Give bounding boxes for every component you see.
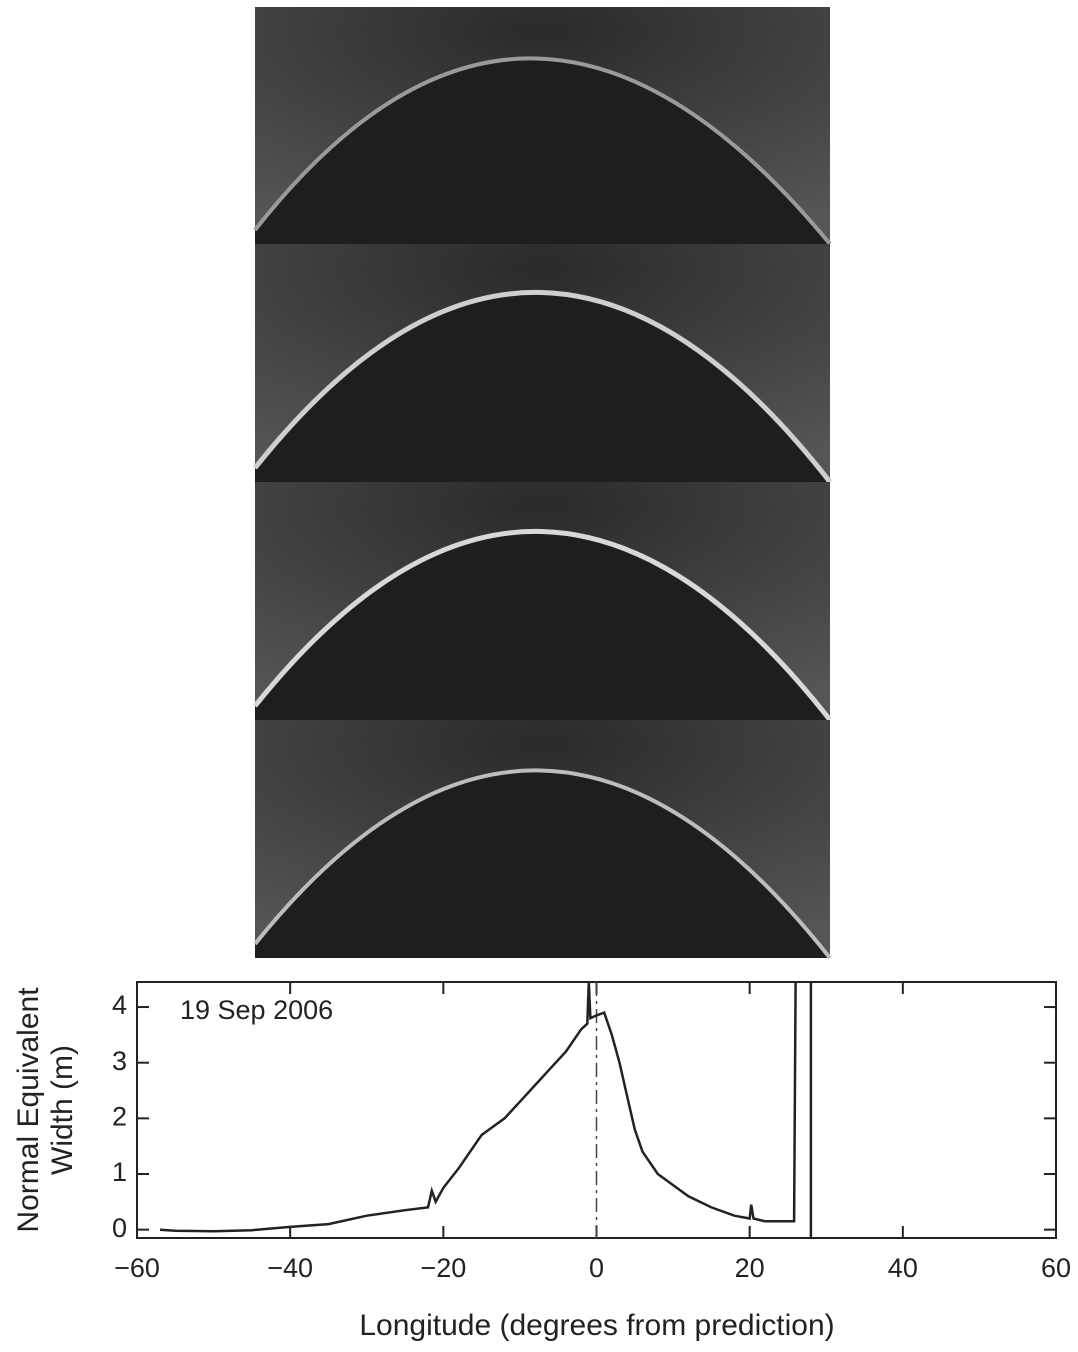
panel — [253, 244, 832, 484]
panel — [253, 482, 832, 722]
x-tick-label: −40 — [267, 1253, 313, 1283]
y-tick-label: 4 — [112, 990, 127, 1020]
y-tick-label: 2 — [112, 1101, 127, 1131]
x-tick-label: −60 — [114, 1253, 160, 1283]
x-tick-label: 20 — [735, 1253, 765, 1283]
x-axis-label: Longitude (degrees from prediction) — [359, 1309, 834, 1342]
x-tick-label: 40 — [888, 1253, 918, 1283]
annotation: 19 Sep 2006 — [180, 995, 333, 1025]
x-tick-label: 0 — [589, 1253, 604, 1283]
y-label-line: Width (m) — [46, 1045, 79, 1175]
image-panels — [253, 7, 832, 960]
data-line — [159, 981, 813, 1238]
panel — [253, 720, 832, 960]
y-tick-label: 1 — [112, 1157, 127, 1187]
panel — [253, 7, 832, 246]
y-axis-label: Normal Equivalent Width (m) — [12, 987, 79, 1233]
y-tick-label: 3 — [112, 1046, 127, 1076]
y-label-line: Normal Equivalent — [12, 987, 45, 1233]
x-tick-label: 60 — [1041, 1253, 1071, 1283]
x-tick-label: −20 — [420, 1253, 466, 1283]
y-tick-label: 0 — [112, 1213, 127, 1243]
